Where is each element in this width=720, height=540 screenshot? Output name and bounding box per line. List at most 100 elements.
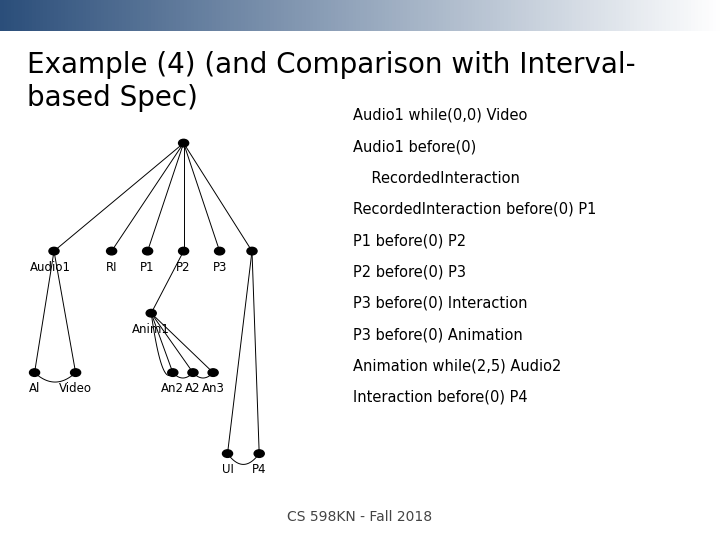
Bar [72,0,76,31]
Bar [302,0,307,31]
Bar [619,0,624,31]
Bar [122,0,127,31]
Text: P3: P3 [212,261,227,274]
Bar [101,0,105,31]
Bar [436,0,440,31]
Bar [299,0,303,31]
Bar [601,0,606,31]
Bar [306,0,310,31]
Bar [50,0,55,31]
Text: P1 before(0) P2: P1 before(0) P2 [353,233,466,248]
Bar [688,0,692,31]
Circle shape [168,369,178,376]
Bar [79,0,84,31]
Bar [421,0,426,31]
Bar [371,0,375,31]
Bar [313,0,318,31]
Bar [518,0,523,31]
Bar [374,0,379,31]
Text: RecordedInteraction before(0) P1: RecordedInteraction before(0) P1 [353,202,596,217]
Bar [191,0,195,31]
Circle shape [143,247,153,255]
Bar [547,0,552,31]
Text: An2: An2 [161,382,184,395]
Bar [364,0,368,31]
Bar [76,0,80,31]
Bar [349,0,354,31]
Bar [396,0,400,31]
Bar [133,0,138,31]
Bar [454,0,458,31]
Bar [479,0,483,31]
Text: P4: P4 [252,463,266,476]
Bar [7,0,12,31]
Bar [540,0,544,31]
Bar [68,0,73,31]
Bar [335,0,339,31]
Circle shape [71,369,81,376]
Text: Audio1: Audio1 [30,261,71,274]
Bar [295,0,300,31]
Bar [47,0,51,31]
Bar [648,0,652,31]
Bar [583,0,588,31]
Circle shape [179,247,189,255]
Circle shape [179,139,189,147]
Bar [385,0,390,31]
Bar [637,0,642,31]
Bar [292,0,296,31]
Circle shape [208,369,218,376]
Bar [227,0,231,31]
Bar [209,0,213,31]
Bar [4,0,8,31]
Bar [144,0,148,31]
Bar [666,0,670,31]
Bar [256,0,260,31]
Bar [644,0,649,31]
Bar [446,0,451,31]
Bar [140,0,145,31]
Bar [234,0,238,31]
Bar [65,0,69,31]
Bar [180,0,184,31]
Text: Audio1 before(0): Audio1 before(0) [353,139,476,154]
Text: P2 before(0) P3: P2 before(0) P3 [353,265,466,280]
Bar [529,0,534,31]
Bar [673,0,678,31]
Text: Anim1: Anim1 [132,323,170,336]
Bar [486,0,490,31]
Bar [659,0,663,31]
Bar [324,0,328,31]
Bar [162,0,166,31]
Bar [569,0,573,31]
Bar [698,0,703,31]
Bar [328,0,332,31]
Bar [137,0,141,31]
Bar [331,0,336,31]
Bar [284,0,289,31]
Bar [630,0,634,31]
Bar [40,0,44,31]
Circle shape [254,450,264,457]
Bar [680,0,685,31]
Bar [32,0,37,31]
Bar [202,0,206,31]
Bar [119,0,123,31]
Bar [400,0,404,31]
Bar [104,0,109,31]
Bar [497,0,501,31]
Text: P3 before(0) Animation: P3 before(0) Animation [353,327,523,342]
Bar [551,0,555,31]
Bar [562,0,566,31]
Circle shape [188,369,198,376]
Bar [259,0,264,31]
Bar [572,0,577,31]
Bar [248,0,253,31]
Circle shape [49,247,59,255]
Bar [605,0,609,31]
Bar [558,0,562,31]
Bar [263,0,267,31]
Circle shape [215,247,225,255]
Text: RI: RI [106,261,117,274]
Bar [652,0,656,31]
